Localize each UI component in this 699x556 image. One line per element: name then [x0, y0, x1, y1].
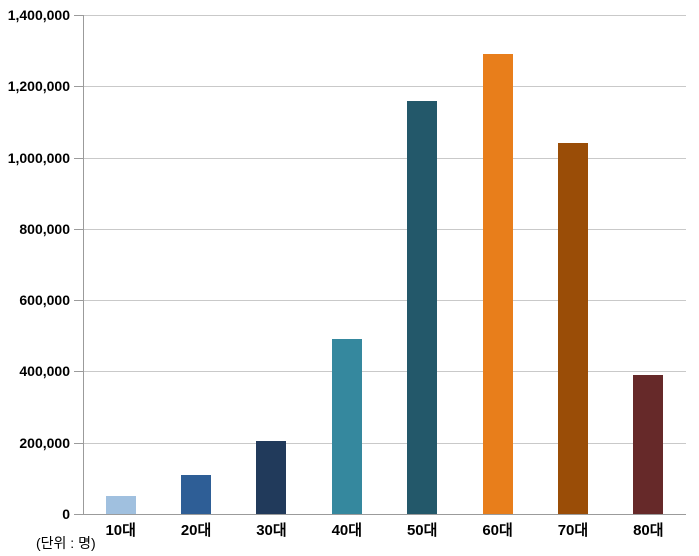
bar-10대 [105, 496, 136, 514]
x-axis-label-10대: 10대 [105, 522, 136, 539]
y-axis-tick-label: 200,000 [19, 434, 70, 451]
x-axis-label-20대: 20대 [180, 522, 212, 539]
y-axis-tick [74, 442, 83, 444]
bar-20대 [181, 475, 212, 514]
y-axis-line [83, 15, 84, 515]
bar-30대 [256, 441, 287, 514]
y-axis-tick-label: 800,000 [19, 220, 70, 237]
x-axis-label-30대: 30대 [256, 522, 287, 539]
x-axis-label-40대: 40대 [331, 522, 363, 539]
y-axis-tick [74, 157, 83, 159]
y-axis-tick [74, 371, 83, 373]
gridline [83, 157, 686, 159]
bar-60대 [482, 54, 513, 514]
gridline [83, 300, 686, 302]
y-axis-tick [74, 15, 83, 16]
unit-label: (단위 : 명) [36, 535, 96, 551]
bar-80대 [633, 375, 664, 514]
x-axis-label-50대: 50대 [406, 522, 438, 539]
y-axis-tick-label: 1,400,000 [7, 7, 70, 23]
y-axis-tick-label: 1,000,000 [7, 149, 70, 166]
bar-40대 [331, 339, 362, 514]
x-axis-label-60대: 60대 [482, 522, 513, 539]
x-axis-line [74, 514, 686, 515]
y-axis-tick [74, 300, 83, 302]
y-axis-tick-label: 0 [62, 506, 70, 522]
x-axis-label-80대: 80대 [633, 522, 664, 539]
gridline [83, 15, 686, 16]
gridline [83, 442, 686, 444]
bar-50대 [407, 101, 438, 514]
y-axis-tick-label: 600,000 [19, 292, 70, 309]
y-axis-tick [74, 86, 83, 88]
gridline [83, 228, 686, 230]
x-axis-label-70대: 70대 [557, 522, 589, 539]
y-axis-tick [74, 514, 83, 515]
y-axis-tick-label: 400,000 [19, 363, 70, 380]
gridline [83, 86, 686, 88]
y-axis-tick-label: 1,200,000 [7, 78, 70, 95]
gridline [83, 371, 686, 373]
plot-area [83, 15, 686, 514]
bar-70대 [557, 143, 588, 514]
y-axis-tick [74, 228, 83, 230]
